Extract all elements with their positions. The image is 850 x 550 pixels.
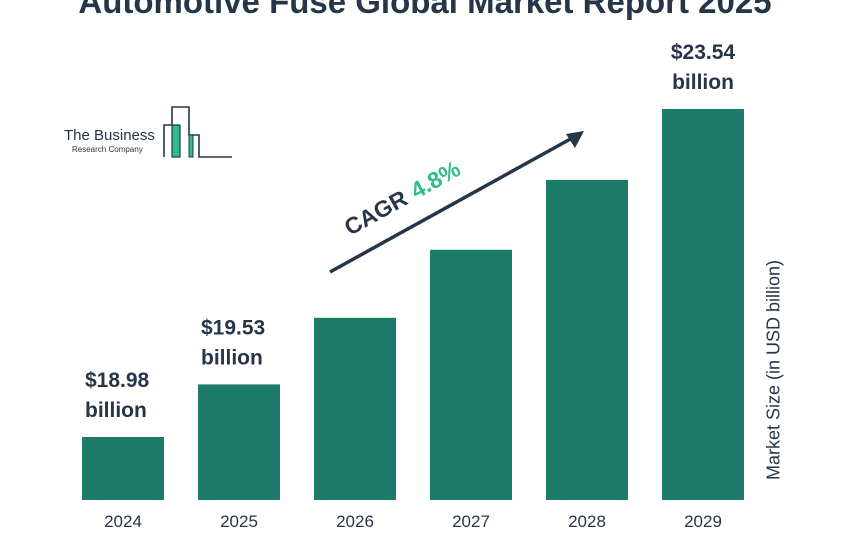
cagr-annotation: CAGR4.8%: [340, 155, 465, 240]
data-label-2029: billion: [672, 71, 734, 94]
cagr-value: 4.8%: [406, 155, 464, 203]
logo-text-line1: The Business: [64, 127, 155, 144]
bar-2024: [82, 437, 164, 500]
data-label-2025: billion: [201, 346, 263, 369]
bar-2028: [546, 179, 628, 501]
x-tick-label: 2026: [336, 512, 374, 531]
bar-2029: [662, 109, 744, 500]
cagr-arrow: [329, 131, 584, 274]
x-tick-label: 2029: [684, 512, 722, 531]
data-label-2024: $18.98: [85, 369, 150, 392]
data-label-2025: $19.53: [201, 316, 265, 339]
bar-2026: [314, 317, 396, 500]
bar-2025: [198, 384, 280, 500]
logo-text-line2: Research Company: [72, 145, 143, 154]
arrow-head-icon: [566, 131, 584, 148]
y-axis-label: Market Size (in USD billion): [763, 259, 784, 481]
x-tick-label: 2028: [568, 512, 606, 531]
data-label-2029: $23.54: [671, 41, 736, 64]
x-tick-label: 2024: [104, 512, 142, 531]
bar-2027: [430, 249, 512, 500]
chart-title: Automotive Fuse Global Market Report 202…: [78, 0, 772, 20]
x-tick-label: 2025: [220, 512, 258, 531]
data-label-2024: billion: [85, 399, 147, 422]
logo-buildings-icon: [163, 106, 232, 158]
x-tick-label: 2027: [452, 512, 490, 531]
